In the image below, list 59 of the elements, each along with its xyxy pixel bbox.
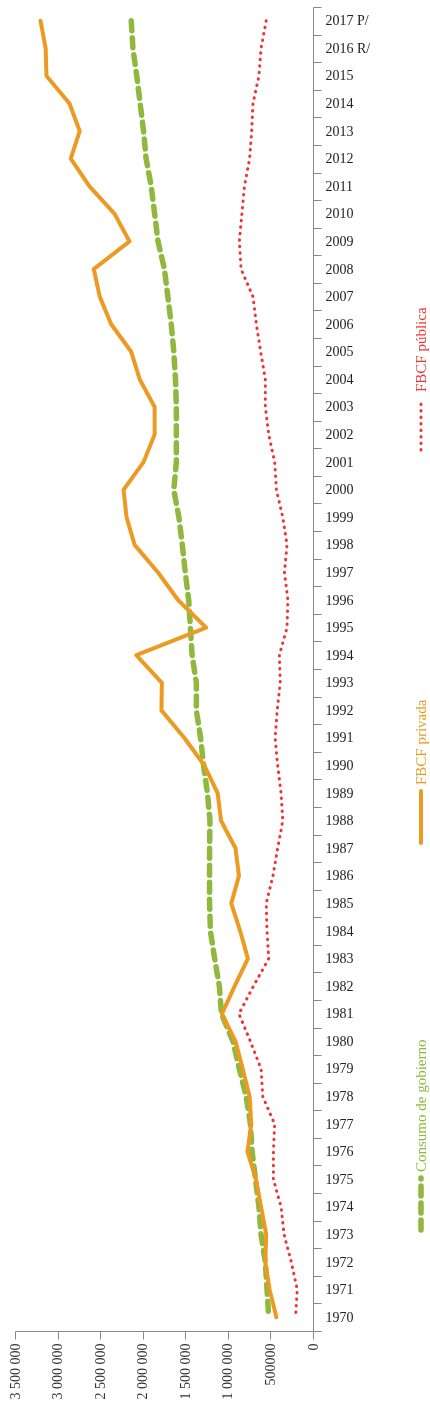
y-tick-label: 1986 <box>325 868 354 884</box>
y-tick-label: 1996 <box>325 592 354 608</box>
x-tick-label: 3 500 000 <box>7 1343 23 1400</box>
y-tick-label: 2009 <box>325 233 354 249</box>
y-tick-label: 2002 <box>325 427 354 443</box>
y-tick-label: 1995 <box>325 620 354 636</box>
text: FBCF privada <box>413 699 429 785</box>
y-tick-label: 1992 <box>325 702 354 718</box>
y-tick-label: 1981 <box>325 1006 354 1022</box>
y-tick-label: 1993 <box>325 675 354 691</box>
y-tick-label: 1972 <box>325 1254 354 1270</box>
y-tick-label: 2016 R/ <box>325 40 371 56</box>
y-tick-label: 1975 <box>325 1171 354 1187</box>
y-tick-label: 2006 <box>325 316 354 332</box>
y-tick-label: 1991 <box>325 730 354 746</box>
y-tick-label: 2001 <box>325 454 354 470</box>
y-tick-label: 1970 <box>325 1309 354 1325</box>
y-tick-label: 2007 <box>325 289 354 305</box>
y-tick-label: 1974 <box>325 1199 354 1215</box>
y-tick-label: 2013 <box>325 123 354 139</box>
x-tick-label: 500000 <box>262 1343 278 1386</box>
y-tick-label: 1984 <box>325 923 354 939</box>
y-tick-label: 1982 <box>325 978 354 994</box>
y-tick-label: 1998 <box>325 537 354 553</box>
y-tick-label: 2015 <box>325 68 354 84</box>
x-tick-label: 2 000 000 <box>135 1343 151 1400</box>
y-tick-label: 2017 P/ <box>325 13 369 29</box>
y-tick-label: 1985 <box>325 895 354 911</box>
x-tick-label: 2 500 000 <box>92 1343 108 1400</box>
y-tick-label: 1973 <box>325 1226 354 1242</box>
y-tick-label: 2011 <box>325 178 353 194</box>
y-tick-label: 1990 <box>325 758 354 774</box>
y-tick-label: 2008 <box>325 261 354 277</box>
y-tick-label: 2004 <box>325 371 354 387</box>
y-tick-label: 2005 <box>325 344 354 360</box>
x-tick-label: 0 <box>305 1343 321 1351</box>
y-tick-label: 1983 <box>325 951 354 967</box>
y-tick-label: 1976 <box>325 1144 354 1160</box>
y-tick-label: 2012 <box>325 151 354 167</box>
y-tick-label: 2000 <box>325 482 354 498</box>
y-tick-label: 1977 <box>325 1116 354 1132</box>
y-tick-label: 1971 <box>325 1282 354 1298</box>
x-tick-label: 1 500 000 <box>177 1343 193 1400</box>
y-tick-label: 1989 <box>325 785 354 801</box>
y-tick-label: 2010 <box>325 206 354 222</box>
y-tick-label: 1997 <box>325 564 354 580</box>
x-tick-label: 3 000 000 <box>50 1343 66 1400</box>
text: FBCF pública <box>413 307 429 392</box>
y-tick-label: 1994 <box>325 647 354 663</box>
x-tick-label: 1 000 000 <box>220 1343 236 1400</box>
y-tick-label: 2003 <box>325 399 354 415</box>
y-tick-label: 1978 <box>325 1089 354 1105</box>
text: Consumo de gobierno <box>413 1039 429 1172</box>
y-tick-label: 1988 <box>325 813 354 829</box>
y-tick-label: 1980 <box>325 1033 354 1049</box>
y-tick-label: 1987 <box>325 840 354 856</box>
y-tick-label: 1979 <box>325 1061 354 1077</box>
y-tick-label: 1999 <box>325 509 354 525</box>
y-tick-label: 2014 <box>325 96 354 112</box>
